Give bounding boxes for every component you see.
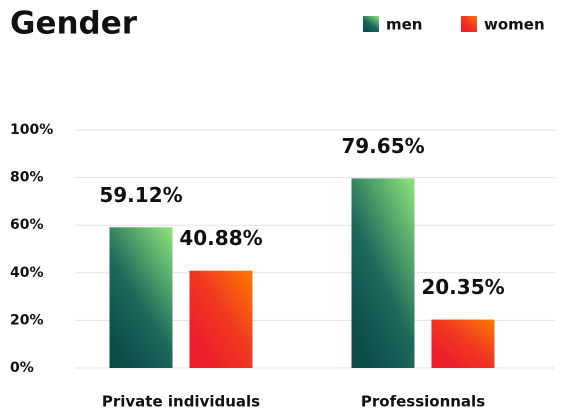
bar [189, 270, 253, 368]
x-tick-label: Professionnals [361, 393, 485, 411]
y-tick-label: 60% [10, 217, 44, 233]
value-label: 59.12% [99, 183, 182, 207]
legend-label: men [386, 16, 422, 34]
x-tick-label: Private individuals [102, 393, 260, 411]
bar [109, 227, 173, 368]
value-label: 20.35% [421, 275, 504, 299]
y-tick-label: 40% [10, 265, 44, 281]
legend-swatch [461, 16, 477, 32]
bar [431, 319, 495, 368]
y-tick-label: 20% [10, 312, 44, 328]
legend-swatch [363, 16, 379, 32]
y-tick-label: 100% [10, 122, 53, 138]
y-tick-label: 0% [10, 360, 34, 376]
chart-title: Gender [10, 6, 138, 42]
value-label: 40.88% [179, 226, 262, 250]
value-label: 79.65% [341, 134, 424, 158]
y-tick-label: 80% [10, 170, 44, 186]
legend-label: women [484, 16, 545, 34]
bar [351, 178, 415, 368]
